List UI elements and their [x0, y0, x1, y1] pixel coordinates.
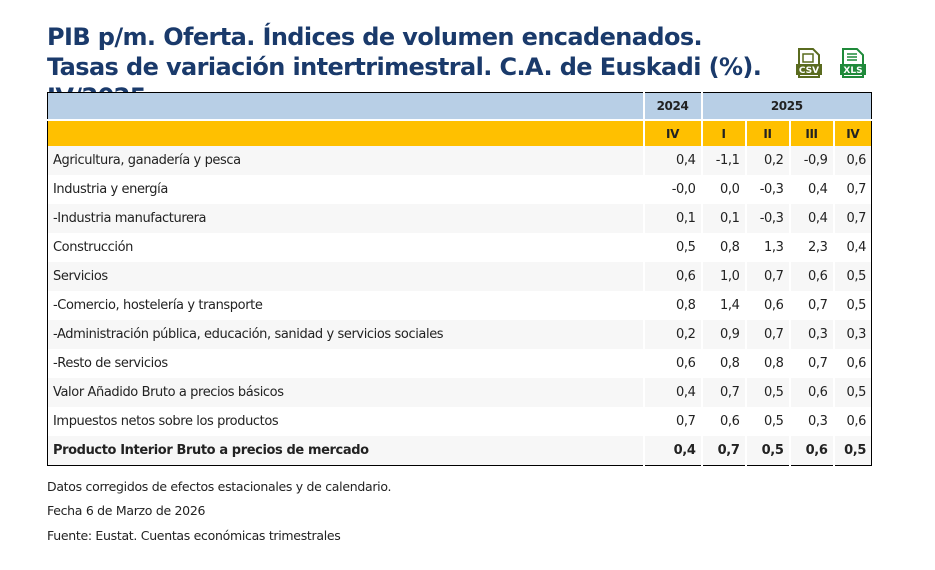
row-label: Industria y energía	[53, 182, 168, 197]
table-row: -Industria manufacturera 0,1 0,1 -0,3 0,4 0,7	[47, 204, 872, 233]
note-date: Fecha 6 de Marzo de 2026	[47, 503, 206, 518]
value-cell: 0,8	[744, 349, 790, 378]
note-adjusted: Datos corregidos de efectos estacionales…	[47, 479, 392, 494]
value-cell: 0,5	[744, 436, 790, 466]
value-cell: 0,3	[788, 407, 834, 436]
header-blank	[47, 92, 644, 120]
value-cell: 1,0	[700, 262, 746, 291]
row-label: -Industria manufacturera	[47, 204, 644, 233]
value-cell: 0,6	[642, 262, 702, 291]
value-cell: 0,5	[832, 291, 872, 320]
row-label: -Comercio, hostelería y transporte	[53, 298, 263, 313]
value-cell: -0,3	[744, 175, 790, 204]
value-cell: 0,6	[642, 349, 702, 378]
year-header: 2024	[642, 92, 702, 120]
table-row: Industria y energía -0,0 0,0 -0,3 0,4 0,7	[48, 175, 872, 204]
value-cell: 0,8	[700, 349, 746, 378]
value-cell: -0,3	[744, 204, 790, 233]
value-cell: 0,5	[832, 262, 872, 291]
value-cell: 0,3	[788, 320, 834, 349]
value-cell: 0,6	[832, 349, 872, 378]
value-cell: 0,7	[832, 175, 872, 204]
row-label: Servicios	[47, 262, 644, 291]
value-cell: 0,7	[744, 320, 790, 349]
csv-label: CSV	[799, 66, 819, 76]
table-row: Servicios 0,6 1,0 0,7 0,6 0,5	[47, 262, 872, 291]
row-label: -Administración pública, educación, sani…	[47, 320, 644, 349]
quarter-header: IV	[642, 119, 702, 146]
table-row: -Comercio, hostelería y transporte 0,8 1,4…	[48, 291, 872, 320]
value-cell: 0,6	[788, 436, 834, 466]
value-cell: 0,7	[832, 204, 872, 233]
xls-label: XLS	[843, 66, 862, 76]
value-cell: 0,5	[642, 233, 702, 262]
note-source: Fuente: Eustat. Cuentas económicas trime…	[47, 528, 341, 543]
table-row: Producto Interior Bruto a precios de mer…	[47, 436, 872, 466]
value-cell: 0,5	[744, 378, 790, 407]
value-cell: 0,7	[744, 262, 790, 291]
value-cell: 0,6	[788, 378, 834, 407]
quarter-header: II	[744, 119, 790, 146]
row-label: Valor Añadido Bruto a precios básicos	[47, 378, 644, 407]
year-header: 2025	[700, 92, 872, 120]
value-cell: 0,4	[788, 204, 834, 233]
csv-download-icon[interactable]: CSV	[796, 48, 822, 78]
value-cell: 0,5	[832, 378, 872, 407]
value-cell: 2,3	[788, 233, 834, 262]
value-cell: 0,6	[744, 291, 790, 320]
value-cell: 0,7	[788, 291, 834, 320]
value-cell: 0,7	[700, 436, 746, 466]
value-cell: 0,0	[700, 175, 746, 204]
value-cell: 0,4	[788, 175, 834, 204]
gdp-table: 2024 2025 IV I II III IV Agricultura, ga…	[47, 92, 872, 466]
value-cell: 0,7	[700, 378, 746, 407]
value-cell: 0,6	[832, 146, 872, 175]
row-label: -Resto de servicios	[53, 356, 168, 371]
value-cell: 0,6	[788, 262, 834, 291]
quarter-header: I	[700, 119, 746, 146]
table-row: -Resto de servicios 0,6 0,8 0,8 0,7 0,6	[48, 349, 872, 378]
table-row: Construcción 0,5 0,8 1,3 2,3 0,4	[48, 233, 872, 262]
table-row: -Administración pública, educación, sani…	[47, 320, 872, 349]
header-blank	[47, 119, 644, 146]
value-cell: 0,4	[642, 378, 702, 407]
value-cell: -0,0	[642, 175, 702, 204]
value-cell: 0,4	[642, 436, 702, 466]
row-label: Producto Interior Bruto a precios de mer…	[47, 436, 644, 466]
value-cell: 0,9	[700, 320, 746, 349]
value-cell: 0,8	[642, 291, 702, 320]
table-row: Valor Añadido Bruto a precios básicos 0,4…	[47, 378, 872, 407]
value-cell: 0,5	[832, 436, 872, 466]
value-cell: 0,6	[700, 407, 746, 436]
value-cell: 0,4	[642, 146, 702, 175]
value-cell: -1,1	[700, 146, 746, 175]
row-label: Impuestos netos sobre los productos	[53, 414, 279, 429]
value-cell: 0,3	[832, 320, 872, 349]
value-cell: 0,4	[832, 233, 872, 262]
value-cell: 0,6	[832, 407, 872, 436]
table-row: Agricultura, ganadería y pesca 0,4 -1,1 0,2…	[47, 146, 872, 175]
value-cell: 0,8	[700, 233, 746, 262]
quarter-header: III	[788, 119, 834, 146]
row-label: Construcción	[53, 240, 134, 255]
page-title: PIB p/m. Oferta. Índices de volumen enca…	[47, 23, 762, 111]
value-cell: 1,4	[700, 291, 746, 320]
value-cell: 0,1	[700, 204, 746, 233]
quarter-header: IV	[832, 119, 872, 146]
value-cell: 0,2	[642, 320, 702, 349]
value-cell: 1,3	[744, 233, 790, 262]
value-cell: 0,7	[642, 407, 702, 436]
row-label: Agricultura, ganadería y pesca	[47, 146, 644, 175]
value-cell: 0,2	[744, 146, 790, 175]
table-row: Impuestos netos sobre los productos 0,7 0,…	[48, 407, 872, 436]
value-cell: -0,9	[788, 146, 834, 175]
xls-download-icon[interactable]: XLS	[840, 48, 866, 78]
value-cell: 0,1	[642, 204, 702, 233]
value-cell: 0,7	[788, 349, 834, 378]
value-cell: 0,5	[744, 407, 790, 436]
